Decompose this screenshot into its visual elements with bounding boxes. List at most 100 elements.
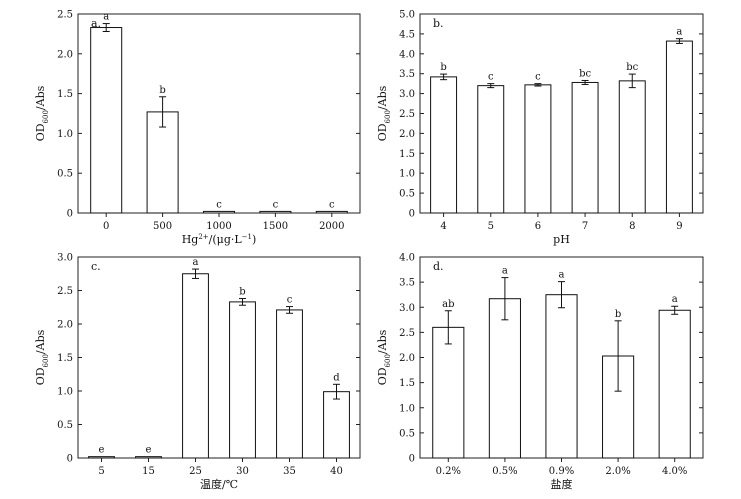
panel-b-significance-letter: c bbox=[535, 72, 541, 83]
panel-a-y-tick-label: 1.0 bbox=[57, 129, 73, 140]
panel-d-y-tick-label: 1.0 bbox=[399, 403, 415, 414]
panel-b-y-tick-label: 3.5 bbox=[399, 69, 415, 80]
panel-b-significance-letter: bc bbox=[579, 68, 591, 79]
panel-c-x-tick-label: 40 bbox=[330, 466, 343, 477]
panel-d-bar bbox=[658, 309, 691, 459]
panel-d-x-tick-label: 4.0% bbox=[662, 466, 687, 477]
panel-c-significance-letter: e bbox=[99, 445, 105, 456]
panel-c-y-tick-label: 1.5 bbox=[57, 353, 73, 364]
panel-a-x-tick-label: 0 bbox=[103, 221, 109, 232]
panel-b-y-tick-label: 4.5 bbox=[399, 29, 415, 40]
panel-c-x-tick-label: 5 bbox=[98, 466, 104, 477]
panel-b-bar bbox=[524, 84, 552, 214]
panel-b-bar bbox=[571, 81, 599, 214]
panel-b-bar bbox=[477, 85, 505, 214]
panel-d-y-tick-label: 2.0 bbox=[399, 353, 415, 364]
panel-c-x-tick-label: 30 bbox=[236, 466, 249, 477]
panel-c-significance-letter: d bbox=[333, 372, 340, 383]
panel-d-y-tick-label: 0.5 bbox=[399, 428, 415, 439]
panel-b-bar bbox=[665, 40, 693, 214]
panel-c: c. e e a b c d 0 0.5 1.0 1.5 2.0 2.5 3.0 5 15 25 30 35 4… bbox=[34, 253, 361, 491]
panel-c-bar bbox=[276, 309, 303, 459]
panel-d-x-tick-label: 2.0% bbox=[605, 466, 630, 477]
panel-b-x-axis-label: pH bbox=[553, 233, 570, 246]
panel-b-y-tick-label: 4.0 bbox=[399, 49, 415, 60]
panel-a-x-tick-label: 2000 bbox=[319, 221, 344, 232]
panel-c-significance-letter: c bbox=[287, 295, 293, 306]
panel-a-bar bbox=[90, 27, 123, 214]
panel-d-y-tick-label: 3.0 bbox=[399, 303, 415, 314]
panel-c-x-axis-label: 温度/℃ bbox=[200, 477, 238, 491]
panel-a-significance-letter: c bbox=[216, 199, 222, 210]
panel-d-y-axis-label: OD600/Abs bbox=[376, 329, 392, 385]
panel-d-x-tick-label: 0.5% bbox=[492, 466, 517, 477]
panel-c-y-tick-label: 0 bbox=[67, 454, 73, 465]
panel-c-label: c. bbox=[91, 260, 101, 273]
panel-b-y-tick-label: 0.5 bbox=[399, 189, 415, 200]
panel-a-bar bbox=[146, 111, 179, 214]
panel-a-y-tick-label: 1.5 bbox=[57, 89, 73, 100]
panel-c-bar bbox=[229, 301, 256, 459]
panel-c-x-tick-label: 15 bbox=[142, 466, 155, 477]
panel-a-y-tick-label: 2.0 bbox=[57, 49, 73, 60]
panel-a-bar bbox=[259, 210, 292, 214]
panel-b-y-axis-label: OD600/Abs bbox=[376, 85, 392, 141]
panel-b-y-tick-label: 2.0 bbox=[399, 129, 415, 140]
panel-a-label: a. bbox=[91, 17, 101, 30]
panel-a-significance-letter: a bbox=[103, 12, 109, 23]
panel-d-bar bbox=[545, 294, 578, 459]
panel-d-x-tick-label: 0.9% bbox=[549, 466, 574, 477]
panel-a: a. a b c c c 0 0.5 1.0 1.5 2.0 2.5 0 500 1000 1500 20… bbox=[34, 10, 361, 246]
panel-d-y-tick-label: 1.5 bbox=[399, 378, 415, 389]
panel-a-y-tick-label: 0 bbox=[67, 209, 73, 220]
panel-a-y-tick-label: 2.5 bbox=[57, 10, 73, 21]
panel-b-x-tick-label: 7 bbox=[582, 221, 588, 232]
panel-c-significance-letter: e bbox=[146, 445, 152, 456]
panel-b-significance-letter: a bbox=[676, 27, 682, 38]
panel-b-y-tick-label: 1.5 bbox=[399, 149, 415, 160]
panel-d-label: d. bbox=[433, 260, 444, 273]
panel-b-significance-letter: bc bbox=[626, 62, 638, 73]
panel-d-bar bbox=[488, 298, 521, 459]
panel-a-x-tick-label: 1500 bbox=[263, 221, 288, 232]
panel-b-y-tick-label: 5.0 bbox=[399, 10, 415, 21]
panel-c-significance-letter: a bbox=[193, 257, 199, 268]
panel-b-bar bbox=[618, 80, 646, 214]
panel-b-y-tick-label: 2.5 bbox=[399, 109, 415, 120]
panel-a-bar bbox=[202, 210, 236, 214]
panel-c-bar bbox=[323, 391, 350, 459]
panel-b-frame bbox=[419, 13, 704, 214]
panel-d-y-tick-label: 0 bbox=[409, 454, 415, 465]
panel-d-significance-letter: a bbox=[559, 270, 565, 281]
panel-d-bar bbox=[432, 326, 465, 459]
panel-d-significance-letter: b bbox=[615, 309, 621, 320]
panel-d-x-axis-label: 盐度 bbox=[551, 477, 573, 491]
panel-c-frame bbox=[77, 256, 361, 459]
panel-b-y-tick-label: 1.0 bbox=[399, 169, 415, 180]
panel-d-significance-letter: ab bbox=[442, 299, 454, 310]
panel-a-x-tick-label: 1000 bbox=[206, 221, 231, 232]
panel-c-y-tick-label: 3.0 bbox=[57, 253, 73, 264]
panel-a-x-tick-label: 500 bbox=[153, 221, 172, 232]
panel-b-significance-letter: b bbox=[440, 62, 446, 73]
panel-c-significance-letter: b bbox=[239, 287, 245, 298]
panel-a-significance-letter: c bbox=[329, 199, 335, 210]
panel-c-x-tick-label: 25 bbox=[189, 466, 202, 477]
panel-d-significance-letter: a bbox=[502, 266, 508, 277]
panel-c-bar bbox=[182, 273, 209, 459]
panel-b-y-tick-label: 0 bbox=[409, 209, 415, 220]
panel-a-bar bbox=[315, 210, 348, 214]
panel-d-x-tick-label: 0.2% bbox=[436, 466, 461, 477]
panel-c-y-tick-label: 1.0 bbox=[57, 387, 73, 398]
panel-c-y-axis-label: OD600/Abs bbox=[34, 329, 50, 385]
panel-c-y-tick-label: 2.5 bbox=[57, 286, 73, 297]
panel-d-y-tick-label: 2.5 bbox=[399, 328, 415, 339]
panel-c-bar bbox=[88, 456, 115, 459]
panel-a-significance-letter: b bbox=[159, 85, 165, 96]
panel-b-x-tick-label: 5 bbox=[488, 221, 494, 232]
panel-d: d. aba aba 00.51.01.52.02.53.03.54.0 0.2%… bbox=[376, 253, 704, 491]
panel-b-y-tick-label: 3.0 bbox=[399, 89, 415, 100]
panel-d-significance-letter: a bbox=[672, 294, 678, 305]
